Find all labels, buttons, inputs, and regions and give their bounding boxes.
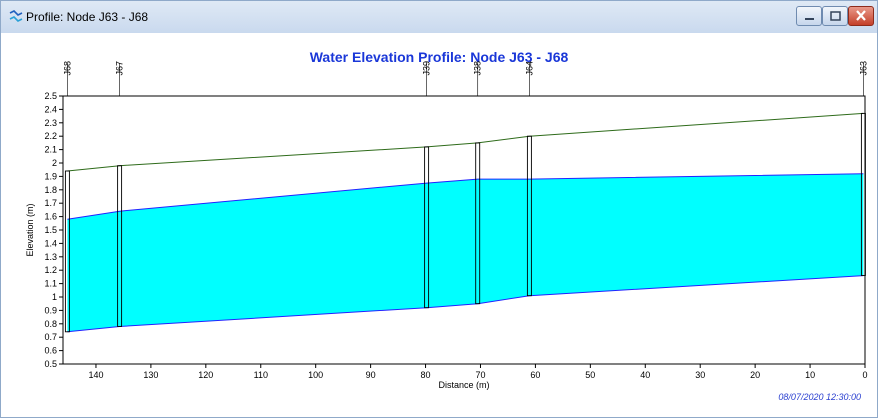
x-tick-label: 110 bbox=[254, 370, 268, 380]
x-tick-label: 140 bbox=[88, 370, 103, 380]
y-tick-label: 0.7 bbox=[44, 332, 57, 342]
node-structure-j68 bbox=[64, 170, 70, 333]
x-tick-label: 70 bbox=[475, 370, 485, 380]
x-tick-label: 20 bbox=[750, 370, 760, 380]
y-tick-label: 1 bbox=[52, 292, 57, 302]
title-bar[interactable]: Profile: Node J63 - J68 bbox=[1, 1, 877, 33]
y-tick-label: 1.4 bbox=[44, 238, 57, 248]
ground-line bbox=[67, 112, 864, 172]
minimize-icon bbox=[805, 18, 814, 20]
y-tick-label: 2.2 bbox=[44, 131, 57, 141]
x-axis-label: Distance (m) bbox=[438, 380, 489, 390]
node-structure-j67 bbox=[117, 165, 123, 327]
close-icon bbox=[856, 10, 866, 21]
y-tick-label: 1.2 bbox=[44, 265, 57, 275]
close-button[interactable] bbox=[848, 6, 874, 26]
node-structure-j38 bbox=[475, 142, 481, 305]
x-tick-label: 120 bbox=[198, 370, 213, 380]
water-area bbox=[67, 173, 864, 332]
x-tick-label: 30 bbox=[695, 370, 705, 380]
x-tick-label: 90 bbox=[366, 370, 376, 380]
x-tick-label: 10 bbox=[805, 370, 815, 380]
y-tick-label: 1.9 bbox=[44, 171, 57, 181]
maximize-icon bbox=[830, 11, 841, 21]
y-tick-label: 1.1 bbox=[44, 279, 57, 289]
x-tick-label: 80 bbox=[420, 370, 430, 380]
chart-title: Water Elevation Profile: Node J63 - J68 bbox=[309, 49, 569, 65]
y-tick-label: 1.5 bbox=[44, 225, 57, 235]
x-tick-label: 0 bbox=[862, 370, 867, 380]
node-structure-j64 bbox=[526, 135, 532, 297]
y-tick-label: 2.1 bbox=[44, 145, 57, 155]
y-tick-label: 2 bbox=[52, 158, 57, 168]
y-tick-label: 1.8 bbox=[44, 185, 57, 195]
y-tick-label: 2.3 bbox=[44, 118, 57, 128]
maximize-button[interactable] bbox=[822, 6, 848, 26]
y-tick-label: 2.4 bbox=[44, 104, 57, 114]
node-structure-j39 bbox=[424, 146, 430, 309]
y-tick-label: 1.6 bbox=[44, 212, 57, 222]
y-tick-label: 0.8 bbox=[44, 319, 57, 329]
profile-app-icon bbox=[9, 10, 23, 22]
y-tick-label: 0.9 bbox=[44, 305, 57, 315]
y-tick-label: 2.5 bbox=[44, 91, 57, 101]
plot-area: Water Elevation Profile: Node J63 - J68 … bbox=[1, 33, 877, 417]
y-tick-label: 0.5 bbox=[44, 359, 57, 369]
minimize-button[interactable] bbox=[796, 6, 822, 26]
window-title: Profile: Node J63 - J68 bbox=[26, 10, 149, 24]
x-tick-label: 100 bbox=[308, 370, 323, 380]
y-axis-label: Elevation (m) bbox=[25, 203, 35, 256]
water-surface-line bbox=[67, 173, 864, 220]
y-tick-label: 1.3 bbox=[44, 252, 57, 262]
x-tick-label: 40 bbox=[640, 370, 650, 380]
x-tick-label: 60 bbox=[530, 370, 540, 380]
node-structure-j63 bbox=[860, 112, 866, 276]
y-tick-label: 0.6 bbox=[44, 346, 57, 356]
x-tick-label: 50 bbox=[585, 370, 595, 380]
timestamp: 08/07/2020 12:30:00 bbox=[778, 392, 861, 402]
x-tick-label: 130 bbox=[143, 370, 158, 380]
y-tick-label: 1.7 bbox=[44, 198, 57, 208]
invert-line bbox=[67, 275, 864, 333]
profile-chart: J68 J67 J39 J38 J64 J630.50.60.70.80.911.11.2… bbox=[25, 61, 868, 390]
